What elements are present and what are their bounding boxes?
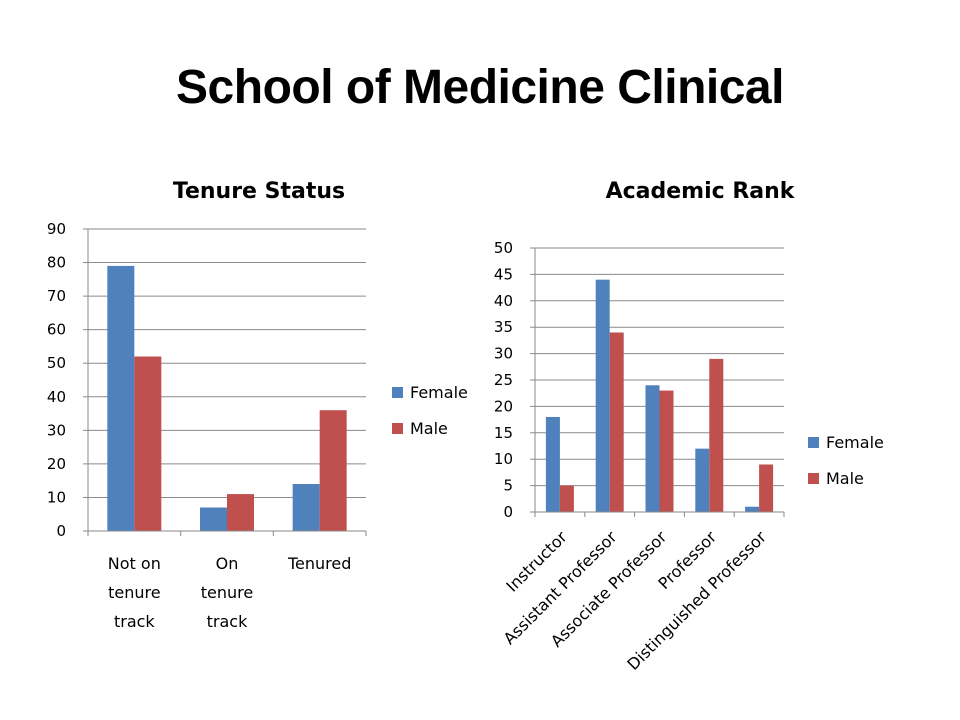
y-tick-label: 30 xyxy=(47,421,66,439)
y-tick-label: 40 xyxy=(494,292,513,310)
y-tick-label: 20 xyxy=(47,455,66,473)
academic-rank-chart: Academic Rank 05101520253035404550Instru… xyxy=(494,179,884,674)
legend-label-male: Male xyxy=(826,469,864,488)
y-tick-label: 40 xyxy=(47,388,66,406)
y-tick-label: 0 xyxy=(56,522,66,540)
legend-swatch-female xyxy=(808,437,819,448)
y-tick-label: 50 xyxy=(494,239,513,257)
slide-title: School of Medicine Clinical xyxy=(176,61,784,114)
bar-female-4 xyxy=(695,448,710,512)
y-tick-label: 0 xyxy=(503,503,513,521)
bar-female-5 xyxy=(745,506,760,512)
y-tick-label: 35 xyxy=(494,318,513,336)
y-tick-label: 70 xyxy=(47,287,66,305)
legend-label-female: Female xyxy=(410,383,468,402)
bar-male-1 xyxy=(134,356,162,531)
x-category-label: Not on tenure track xyxy=(108,554,161,631)
bar-female-3 xyxy=(292,484,320,531)
y-tick-label: 20 xyxy=(494,397,513,415)
legend-label-female: Female xyxy=(826,433,884,452)
bar-male-3 xyxy=(319,410,347,531)
bar-female-2 xyxy=(200,507,227,531)
y-tick-label: 10 xyxy=(47,488,66,506)
bar-male-5 xyxy=(759,464,774,512)
bar-male-4 xyxy=(709,358,724,512)
bar-female-2 xyxy=(595,279,610,512)
chart-title: Tenure Status xyxy=(173,179,345,204)
bar-female-1 xyxy=(545,416,560,512)
legend-label-male: Male xyxy=(410,419,448,438)
chart-title: Academic Rank xyxy=(606,179,796,204)
tenure-status-chart: Tenure Status 0 10 20 30 40 50 60 70 80 90 Not on t… xyxy=(47,179,468,631)
y-tick-label: 90 xyxy=(47,220,66,238)
bar-male-3 xyxy=(659,390,674,512)
y-tick-label: 10 xyxy=(494,450,513,468)
x-category-label: On tenure track xyxy=(201,554,253,631)
y-tick-label: 30 xyxy=(494,345,513,363)
y-tick-label: 15 xyxy=(494,424,513,442)
bar-male-1 xyxy=(559,485,574,512)
legend-swatch-male xyxy=(392,423,403,434)
legend-swatch-female xyxy=(392,387,403,398)
legend-swatch-male xyxy=(808,473,819,484)
y-tick-label: 60 xyxy=(47,321,66,339)
y-tick-label: 5 xyxy=(503,477,513,495)
y-tick-label: 80 xyxy=(47,254,66,272)
bar-male-2 xyxy=(227,494,254,531)
x-category-label: Tenured xyxy=(287,554,351,573)
y-tick-label: 50 xyxy=(47,354,66,372)
y-tick-label: 45 xyxy=(494,265,513,283)
y-tick-label: 25 xyxy=(494,371,513,389)
bar-male-2 xyxy=(609,332,624,512)
bar-female-3 xyxy=(645,385,660,512)
bar-female-1 xyxy=(107,265,135,531)
